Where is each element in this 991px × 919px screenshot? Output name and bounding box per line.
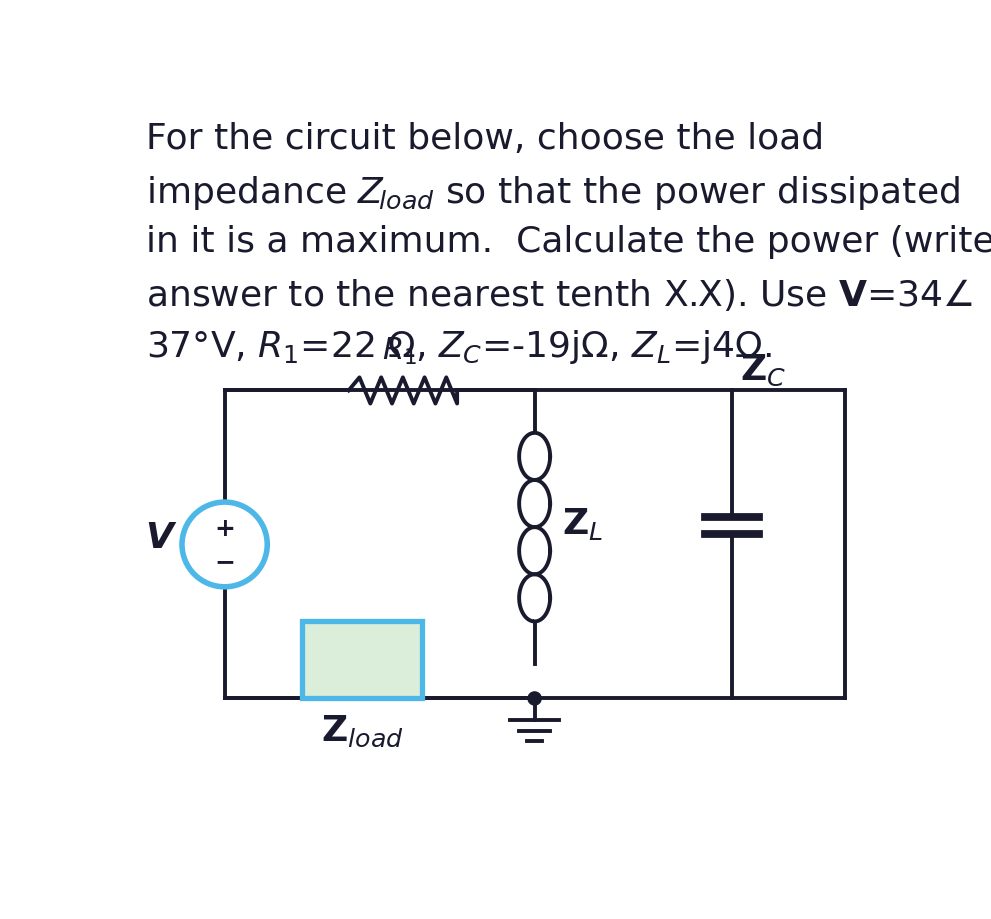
Polygon shape xyxy=(534,481,550,528)
Text: $\mathit{R}_1$: $\mathit{R}_1$ xyxy=(382,335,416,367)
Text: impedance $\mathit{Z}_{\!\mathit{load}}$ so that the power dissipated: impedance $\mathit{Z}_{\!\mathit{load}}$… xyxy=(146,174,959,211)
Text: For the circuit below, choose the load: For the circuit below, choose the load xyxy=(146,122,824,156)
Text: answer to the nearest tenth X.X). Use $\mathbf{V}$=34$\angle$: answer to the nearest tenth X.X). Use $\… xyxy=(146,277,972,312)
Text: −: − xyxy=(214,550,235,573)
Polygon shape xyxy=(534,574,550,622)
Text: $\mathbf{Z}_{load}$: $\mathbf{Z}_{load}$ xyxy=(321,712,403,748)
Polygon shape xyxy=(534,434,550,481)
Text: in it is a maximum.  Calculate the power (write: in it is a maximum. Calculate the power … xyxy=(146,225,991,259)
Polygon shape xyxy=(534,528,550,574)
Text: +: + xyxy=(214,516,235,540)
Text: V: V xyxy=(145,520,172,554)
Circle shape xyxy=(528,692,541,705)
FancyBboxPatch shape xyxy=(302,622,422,698)
Text: $\mathbf{Z}_L$: $\mathbf{Z}_L$ xyxy=(562,505,603,541)
Text: 37°V, $\mathit{R}_1$=22 $\Omega$, $\mathit{Z}_C$=-19j$\Omega$, $\mathit{Z}_L$=j4: 37°V, $\mathit{R}_1$=22 $\Omega$, $\math… xyxy=(146,328,771,366)
Text: $\mathbf{Z}_C$: $\mathbf{Z}_C$ xyxy=(740,352,786,387)
